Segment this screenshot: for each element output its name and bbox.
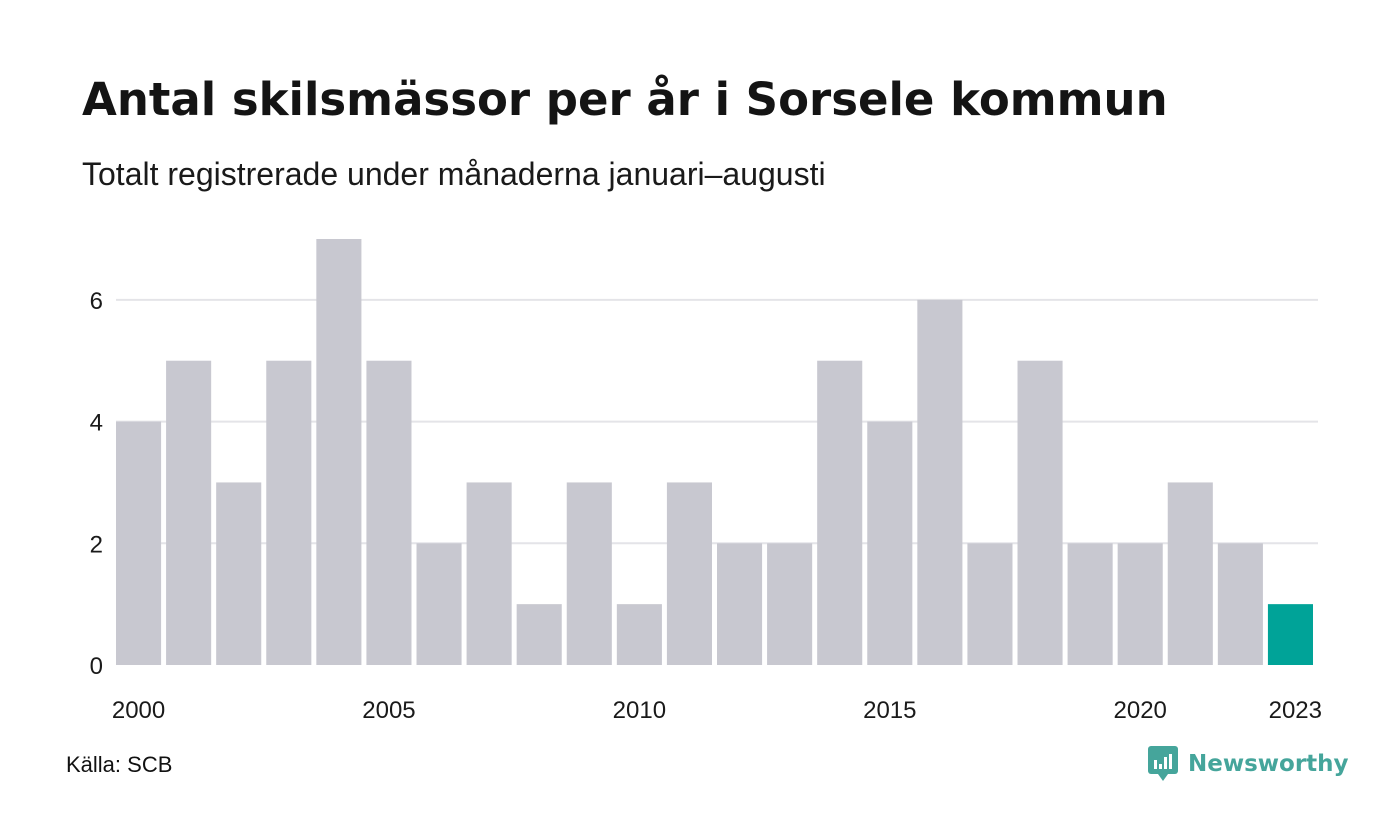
bar-2022[interactable] [1217, 543, 1263, 665]
y-tick-label: 2 [90, 531, 103, 558]
bar-2005[interactable] [366, 360, 412, 665]
x-tick-label: 2005 [362, 697, 415, 724]
x-tick-label: 2015 [863, 697, 916, 724]
bar-2017[interactable] [967, 543, 1013, 665]
bar-2015[interactable] [867, 421, 913, 665]
bar-2019[interactable] [1067, 543, 1113, 665]
y-tick-label: 6 [90, 288, 103, 315]
bar-2003[interactable] [266, 360, 312, 665]
bar-2012[interactable] [717, 543, 763, 665]
brand-name: Newsworthy [1188, 751, 1349, 777]
bar-2014[interactable] [817, 360, 863, 665]
bar-2006[interactable] [416, 543, 462, 665]
x-axis: 2000 2005 2010 2015 2020 2023 [112, 697, 1322, 724]
source-note: Källa: SCB [66, 752, 173, 777]
bar-2018[interactable] [1017, 360, 1063, 665]
bar-2000[interactable] [116, 421, 162, 665]
bar-2009[interactable] [566, 482, 612, 665]
bar-2008[interactable] [516, 604, 562, 665]
y-tick-label: 4 [90, 410, 103, 437]
x-tick-label: 2023 [1269, 697, 1322, 724]
x-tick-label: 2010 [613, 697, 666, 724]
y-axis: 0 2 4 6 [90, 288, 103, 680]
bar-2020[interactable] [1117, 543, 1163, 665]
bar-2021[interactable] [1167, 482, 1213, 665]
brand-logo[interactable]: Newsworthy [1148, 744, 1349, 784]
bar-2016[interactable] [917, 299, 963, 665]
newsworthy-logo-icon [1148, 746, 1178, 781]
chart-subtitle: Totalt registrerade under månaderna janu… [82, 156, 826, 192]
y-tick-label: 0 [90, 653, 103, 680]
bar-2011[interactable] [666, 482, 712, 665]
x-tick-label: 2020 [1114, 697, 1167, 724]
x-tick-label: 2000 [112, 697, 165, 724]
bar-2001[interactable] [166, 360, 212, 665]
bar-2007[interactable] [466, 482, 512, 665]
bar-2010[interactable] [616, 604, 662, 665]
bar-2004[interactable] [316, 239, 362, 665]
bar-2013[interactable] [767, 543, 813, 665]
bar-2023[interactable] [1267, 604, 1313, 665]
bars-layer [116, 239, 1313, 665]
chart-title: Antal skilsmässor per år i Sorsele kommu… [82, 73, 1168, 126]
bar-2002[interactable] [216, 482, 262, 665]
